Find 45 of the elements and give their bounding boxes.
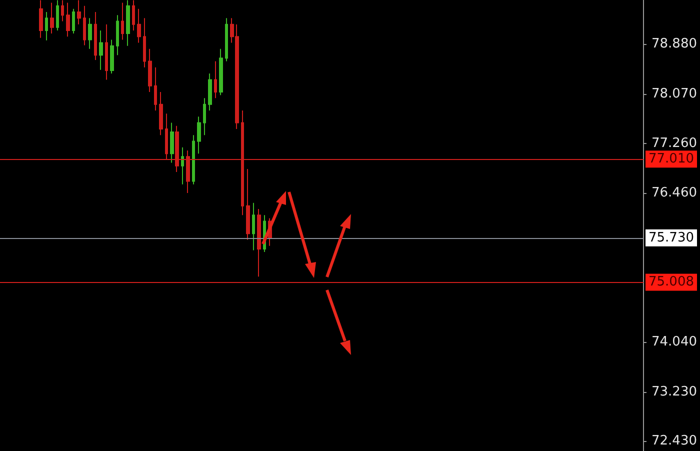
candlestick <box>94 12 97 61</box>
candlestick <box>132 0 135 31</box>
candlestick <box>181 146 184 185</box>
y-tick-label: 78.880 <box>652 36 698 52</box>
candlestick <box>197 116 201 154</box>
candlestick <box>214 60 217 99</box>
candlestick <box>148 48 152 93</box>
ref-line-label: 77.010 <box>648 152 694 167</box>
y-tick-label: 74.040 <box>652 334 698 350</box>
ref-line-label: 75.008 <box>648 274 694 290</box>
candlestick <box>110 39 114 74</box>
candlestick <box>126 0 130 46</box>
candlestick <box>83 5 86 46</box>
y-tick-label: 72.430 <box>652 434 698 449</box>
candlestick <box>208 73 212 111</box>
candlestick <box>99 30 103 70</box>
candlestick <box>225 18 228 62</box>
candlestick <box>252 202 255 251</box>
candlestick <box>116 14 119 56</box>
candlestick <box>39 0 43 38</box>
candlestick <box>66 2 70 38</box>
ref-line-label: 75.730 <box>648 230 694 246</box>
candlestick <box>159 92 163 136</box>
y-tick-label: 76.460 <box>652 185 698 200</box>
candlestick <box>246 168 250 240</box>
candlestick <box>257 208 261 278</box>
candlestick <box>192 134 195 185</box>
y-tick-label: 73.230 <box>652 384 698 400</box>
candlestick <box>50 2 54 34</box>
candlestick <box>219 48 223 96</box>
candlestick <box>88 18 92 50</box>
candlestick <box>121 2 124 40</box>
candlestick <box>77 0 81 25</box>
y-tick-label: 77.260 <box>652 136 698 152</box>
y-tick-label: 78.070 <box>652 86 698 102</box>
candlestick <box>45 12 48 41</box>
candlestick <box>143 18 146 68</box>
candlestick <box>170 122 174 164</box>
candlestick <box>203 98 206 136</box>
candlestick <box>154 66 157 111</box>
candlestick <box>72 8 75 34</box>
candlestick <box>105 24 108 80</box>
candlestick <box>61 0 64 22</box>
candlestick <box>137 8 141 44</box>
candlestick <box>56 0 59 31</box>
